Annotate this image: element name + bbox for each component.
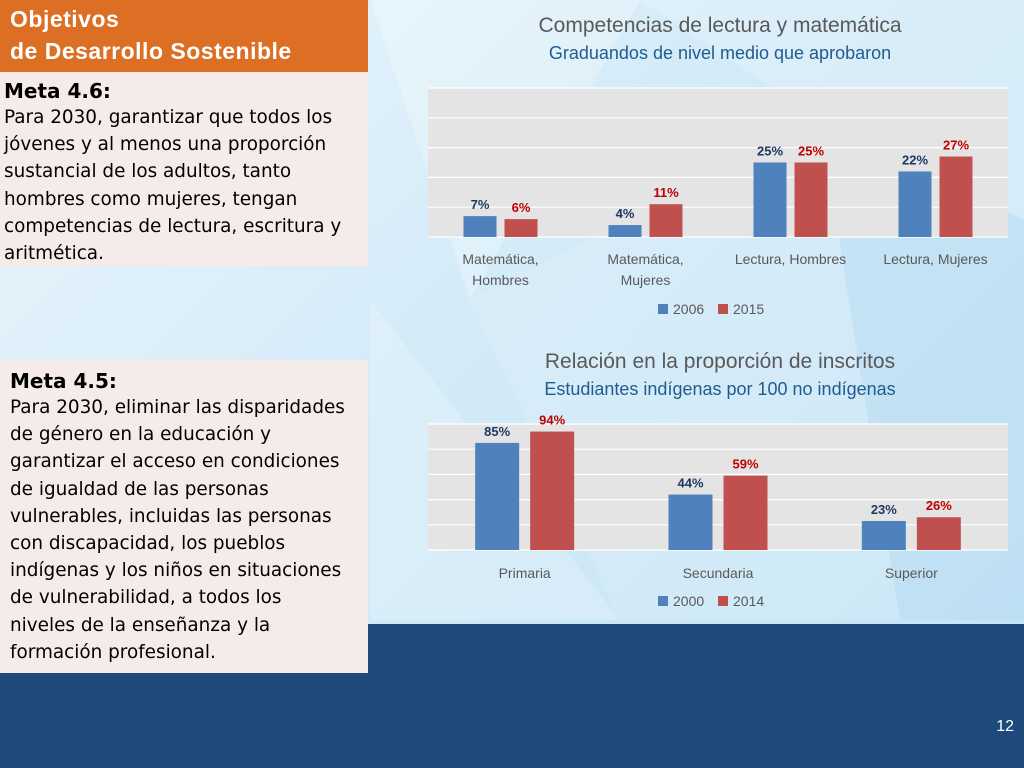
chart2-bar-2014 [723, 475, 768, 550]
meta-4-5-line: indígenas y los niños en situaciones [10, 560, 342, 582]
chart1-bar-2015 [649, 204, 683, 237]
header-title-line1: Objetivos [10, 6, 120, 32]
chart1-data-label: 27% [943, 138, 969, 153]
chart1-data-label: 22% [902, 152, 928, 167]
chart1-legend-label: 2015 [733, 301, 764, 317]
chart1-data-label: 6% [512, 200, 531, 215]
header-title-line2: de Desarrollo Sostenible [10, 38, 292, 64]
chart1-bar-2015 [504, 219, 538, 237]
chart1-category-label: Matemática, [607, 251, 683, 267]
chart1-data-label: 7% [471, 197, 490, 212]
chart1-title: Competencias de lectura y matemática [538, 14, 902, 37]
chart2-title: Relación en la proporción de inscritos [544, 350, 896, 373]
chart1-data-label: 25% [757, 144, 783, 159]
chart1-bar-2015 [794, 162, 828, 237]
chart1-titles: Competencias de lectura y matemática Gra… [420, 14, 1020, 64]
chart1-category-label: Lectura, Mujeres [883, 251, 987, 267]
chart2-titles: Relación en la proporción de inscritos E… [420, 350, 1020, 400]
chart1-data-label: 4% [616, 206, 635, 221]
chart2-bar-2000 [668, 494, 713, 550]
meta-4-5-line: niveles de la enseñanza y la [10, 614, 271, 636]
chart2-data-label: 44% [677, 476, 703, 491]
meta-4-5-line: formación profesional. [10, 641, 216, 663]
page-number: 12 [996, 718, 1014, 735]
chart2-plot-area [428, 424, 1008, 550]
chart2-data-label: 94% [539, 413, 565, 428]
meta-4-5-line: de vulnerabilidad, a todos los [10, 587, 282, 609]
chart1-data-label: 11% [653, 185, 679, 200]
chart2-data-label: 23% [871, 502, 897, 517]
chart2-bar-2000 [861, 521, 906, 550]
chart1-legend-swatch [718, 304, 728, 314]
meta-4-5-box: Meta 4.5: Para 2030, eliminar las dispar… [0, 360, 368, 673]
chart1-bar-2006 [463, 216, 497, 237]
chart2-data-label: 85% [484, 424, 510, 439]
chart2-legend-label: 2014 [733, 593, 764, 609]
chart2-bar-2014 [916, 517, 961, 550]
chart1-category-label: Matemática, [462, 251, 538, 267]
meta-4-6-line: competencias de lectura, escritura y [4, 215, 342, 237]
chart1-subtitle: Graduandos de nivel medio que aprobaron [548, 43, 892, 63]
meta-4-5-title: Meta 4.5: [10, 369, 117, 393]
chart1-category-label: Lectura, Hombres [735, 251, 846, 267]
meta-4-6-box: Meta 4.6: Para 2030, garantizar que todo… [0, 72, 368, 266]
meta-4-6-title: Meta 4.6: [4, 79, 111, 103]
chart1-bar-2006 [898, 171, 932, 237]
chart2-category-label: Secundaria [683, 565, 754, 581]
chart1-category-label: Hombres [472, 272, 529, 288]
meta-4-5-line: de igualdad de las personas [10, 478, 269, 500]
meta-4-6-line: jóvenes y al menos una proporción [4, 134, 327, 156]
meta-4-5-line: vulnerables, incluidas las personas [10, 505, 332, 527]
chart2-data-label: 26% [926, 498, 952, 513]
header-title-box: Objetivos de Desarrollo Sostenible [0, 0, 368, 72]
chart2-category-label: Superior [885, 565, 938, 581]
meta-4-6-line: Para 2030, garantizar que todos los [4, 107, 333, 128]
chart1-legend-label: 2006 [673, 301, 704, 317]
chart1-bar-2015 [939, 156, 973, 237]
chart2-subtitle: Estudiantes indígenas por 100 no indígen… [544, 379, 896, 399]
meta-4-5-line: de género en la educación y [10, 424, 271, 446]
meta-4-6-line: sustancial de los adultos, tanto [4, 161, 292, 183]
chart2-legend-label: 2000 [673, 593, 704, 609]
chart2-legend-swatch [718, 596, 728, 606]
meta-4-5-line: con discapacidad, los pueblos [10, 533, 286, 555]
meta-4-6-line: hombres como mujeres, tengan [4, 188, 298, 210]
chart2-data-label: 59% [732, 457, 758, 472]
chart1-legend-swatch [658, 304, 668, 314]
chart2-bar-2000 [475, 442, 520, 550]
chart1-bar-2006 [753, 162, 787, 237]
meta-4-5-line: Para 2030, eliminar las disparidades [10, 397, 345, 418]
chart1-category-label: Mujeres [621, 272, 671, 288]
chart1-bar-2006 [608, 225, 642, 237]
chart2-bar-2014 [530, 431, 575, 550]
chart1-data-label: 25% [798, 144, 824, 159]
meta-4-5-line: garantizar el acceso en condiciones [10, 451, 340, 473]
meta-4-6-line: aritmética. [4, 243, 104, 265]
chart2-legend-swatch [658, 596, 668, 606]
chart2-category-label: Primaria [499, 565, 551, 581]
